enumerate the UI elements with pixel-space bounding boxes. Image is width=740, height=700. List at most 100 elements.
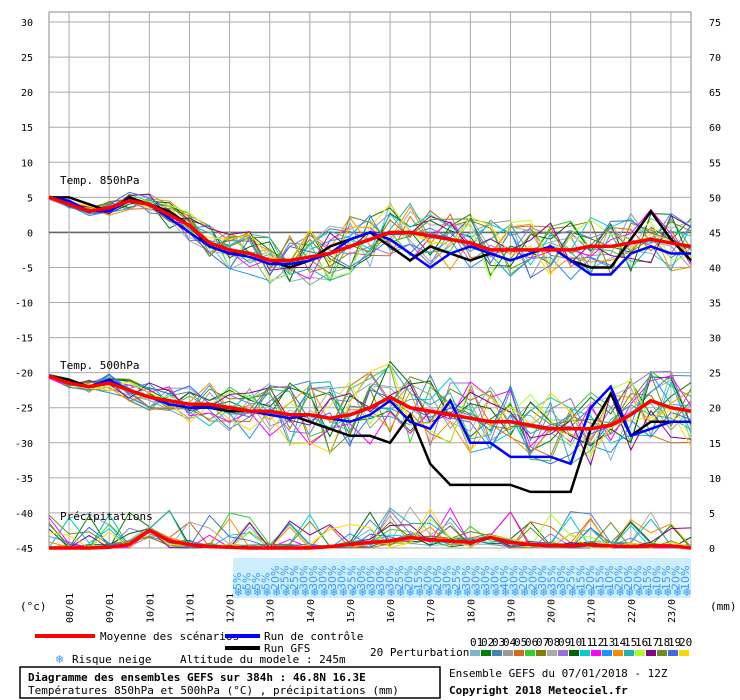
right-tick-label: 25 <box>709 369 721 380</box>
perturbation-swatch <box>646 650 656 656</box>
perturbation-number: 12 <box>591 636 604 649</box>
perturbation-number: 07 <box>536 636 549 649</box>
perturbation-swatch <box>536 650 546 656</box>
perturbation-number: 19 <box>668 636 681 649</box>
left-tick-label: -35 <box>15 474 33 485</box>
left-tick-label: 25 <box>21 53 33 64</box>
perturbation-line <box>48 191 692 279</box>
snowflake-icon: ❄ <box>339 586 348 599</box>
snow-risk-value: 15% <box>412 566 425 590</box>
perturbation-line <box>48 370 692 444</box>
right-tick-label: 35 <box>709 299 721 310</box>
panel-label-500: Temp. 500hPa <box>60 359 139 372</box>
snowflake-icon: ❄ <box>491 586 500 599</box>
snowflake-icon: ❄ <box>367 586 376 599</box>
left-tick-label: 5 <box>27 193 33 204</box>
perturbation-number: 13 <box>602 636 615 649</box>
x-tick-label: 11/01 <box>185 593 196 623</box>
snowflake-icon: ❄ <box>272 586 281 599</box>
chart-subtitle: Températures 850hPa et 500hPa (°C) , pré… <box>28 684 399 697</box>
right-tick-label: 0 <box>709 544 715 555</box>
x-tick-label: 14/01 <box>306 593 317 623</box>
snow-risk-value: 30% <box>326 566 339 590</box>
right-tick-label: 65 <box>709 88 721 99</box>
snow-risk-value: 25% <box>278 566 291 590</box>
left-tick-label: -5 <box>21 263 33 274</box>
perturbation-number: 01 <box>470 636 483 649</box>
snow-risk-value: 20% <box>517 566 530 590</box>
perturbation-number: 17 <box>646 636 659 649</box>
left-tick-label: -30 <box>15 439 33 450</box>
perturbation-number: 18 <box>657 636 670 649</box>
perturbation-swatch <box>569 650 579 656</box>
perturbation-swatch <box>514 650 524 656</box>
right-tick-label: 20 <box>709 404 721 415</box>
perturbation-number: 20 <box>679 636 692 649</box>
snow-risk-value: 30% <box>488 566 501 590</box>
perturbation-line <box>48 373 692 454</box>
left-tick-label: 0 <box>27 228 33 239</box>
snowflake-icon: ❄ <box>234 586 243 599</box>
snow-risk-value: 20% <box>431 566 444 590</box>
snowflake-icon: ❄ <box>453 586 462 599</box>
snowflake-icon: ❄ <box>253 586 262 599</box>
x-tick-label: 15/01 <box>346 593 357 623</box>
x-tick-label: 08/01 <box>65 593 76 623</box>
snowflake-icon: ❄ <box>406 586 415 599</box>
perturbation-number: 05 <box>514 636 527 649</box>
perturbation-line <box>48 363 692 466</box>
perturbation-number: 02 <box>481 636 494 649</box>
snow-risk-value: 20% <box>527 566 540 590</box>
x-tick-label: 22/01 <box>627 593 638 623</box>
snow-risk-value: 30% <box>479 566 492 590</box>
x-tick-label: 09/01 <box>105 593 116 623</box>
perturbation-swatch <box>591 650 601 656</box>
snowflake-icon: ❄ <box>625 586 634 599</box>
x-tick-label: 18/01 <box>466 593 477 623</box>
left-unit: (°c) <box>20 600 47 613</box>
perturbation-swatch <box>503 650 513 656</box>
snow-risk-value: 5% <box>240 573 253 590</box>
perturbation-number: 16 <box>635 636 648 649</box>
snowflake-icon: ❄ <box>615 586 624 599</box>
right-tick-label: 5 <box>709 509 715 520</box>
precip-perturbation-line <box>48 522 692 549</box>
perturbation-number: 10 <box>569 636 582 649</box>
perturbation-number: 04 <box>503 636 517 649</box>
snow-risk-value: 30% <box>441 566 454 590</box>
snowflake-icon: ❄ <box>587 586 596 599</box>
snow-risk-value: 25% <box>565 566 578 590</box>
right-tick-label: 40 <box>709 263 721 274</box>
perturbation-swatch <box>624 650 634 656</box>
x-tick-label: 16/01 <box>386 593 397 623</box>
x-tick-label: 19/01 <box>506 593 517 623</box>
snowflake-icon: ❄ <box>358 586 367 599</box>
x-tick-label: 17/01 <box>426 593 437 623</box>
perturbation-number: 06 <box>525 636 538 649</box>
snowflake-icon: ❄ <box>320 586 329 599</box>
snowflake-icon: ❄ <box>425 586 434 599</box>
snow-risk-value: 20% <box>584 566 597 590</box>
x-tick-label: 23/01 <box>667 593 678 623</box>
perturbation-swatch <box>558 650 568 656</box>
snow-risk-value: 25% <box>345 566 358 590</box>
snowflake-icon: ❄ <box>663 586 672 599</box>
run-info: Ensemble GEFS du 07/01/2018 - 12Z <box>449 667 668 680</box>
right-tick-label: 75 <box>709 18 721 29</box>
x-tick-label: 20/01 <box>547 593 558 623</box>
altitude-label: Altitude du modele : 245m <box>180 653 346 666</box>
snow-risk-value: 10% <box>603 566 616 590</box>
snowflake-icon: ❄ <box>510 586 519 599</box>
perturbation-number: 11 <box>580 636 593 649</box>
right-tick-label: 60 <box>709 123 721 134</box>
panel-label-precip: Précipitations <box>60 510 153 523</box>
precip-perturbation-line <box>48 517 692 549</box>
snowflake-icon: ❄ <box>644 586 653 599</box>
snow-risk-value: 5% <box>231 573 244 590</box>
left-tick-label: 20 <box>21 88 33 99</box>
perturbation-swatch <box>492 650 502 656</box>
snowflake-icon: ❄ <box>596 586 605 599</box>
main-lines <box>48 195 692 550</box>
x-tick-label: 13/01 <box>266 593 277 623</box>
